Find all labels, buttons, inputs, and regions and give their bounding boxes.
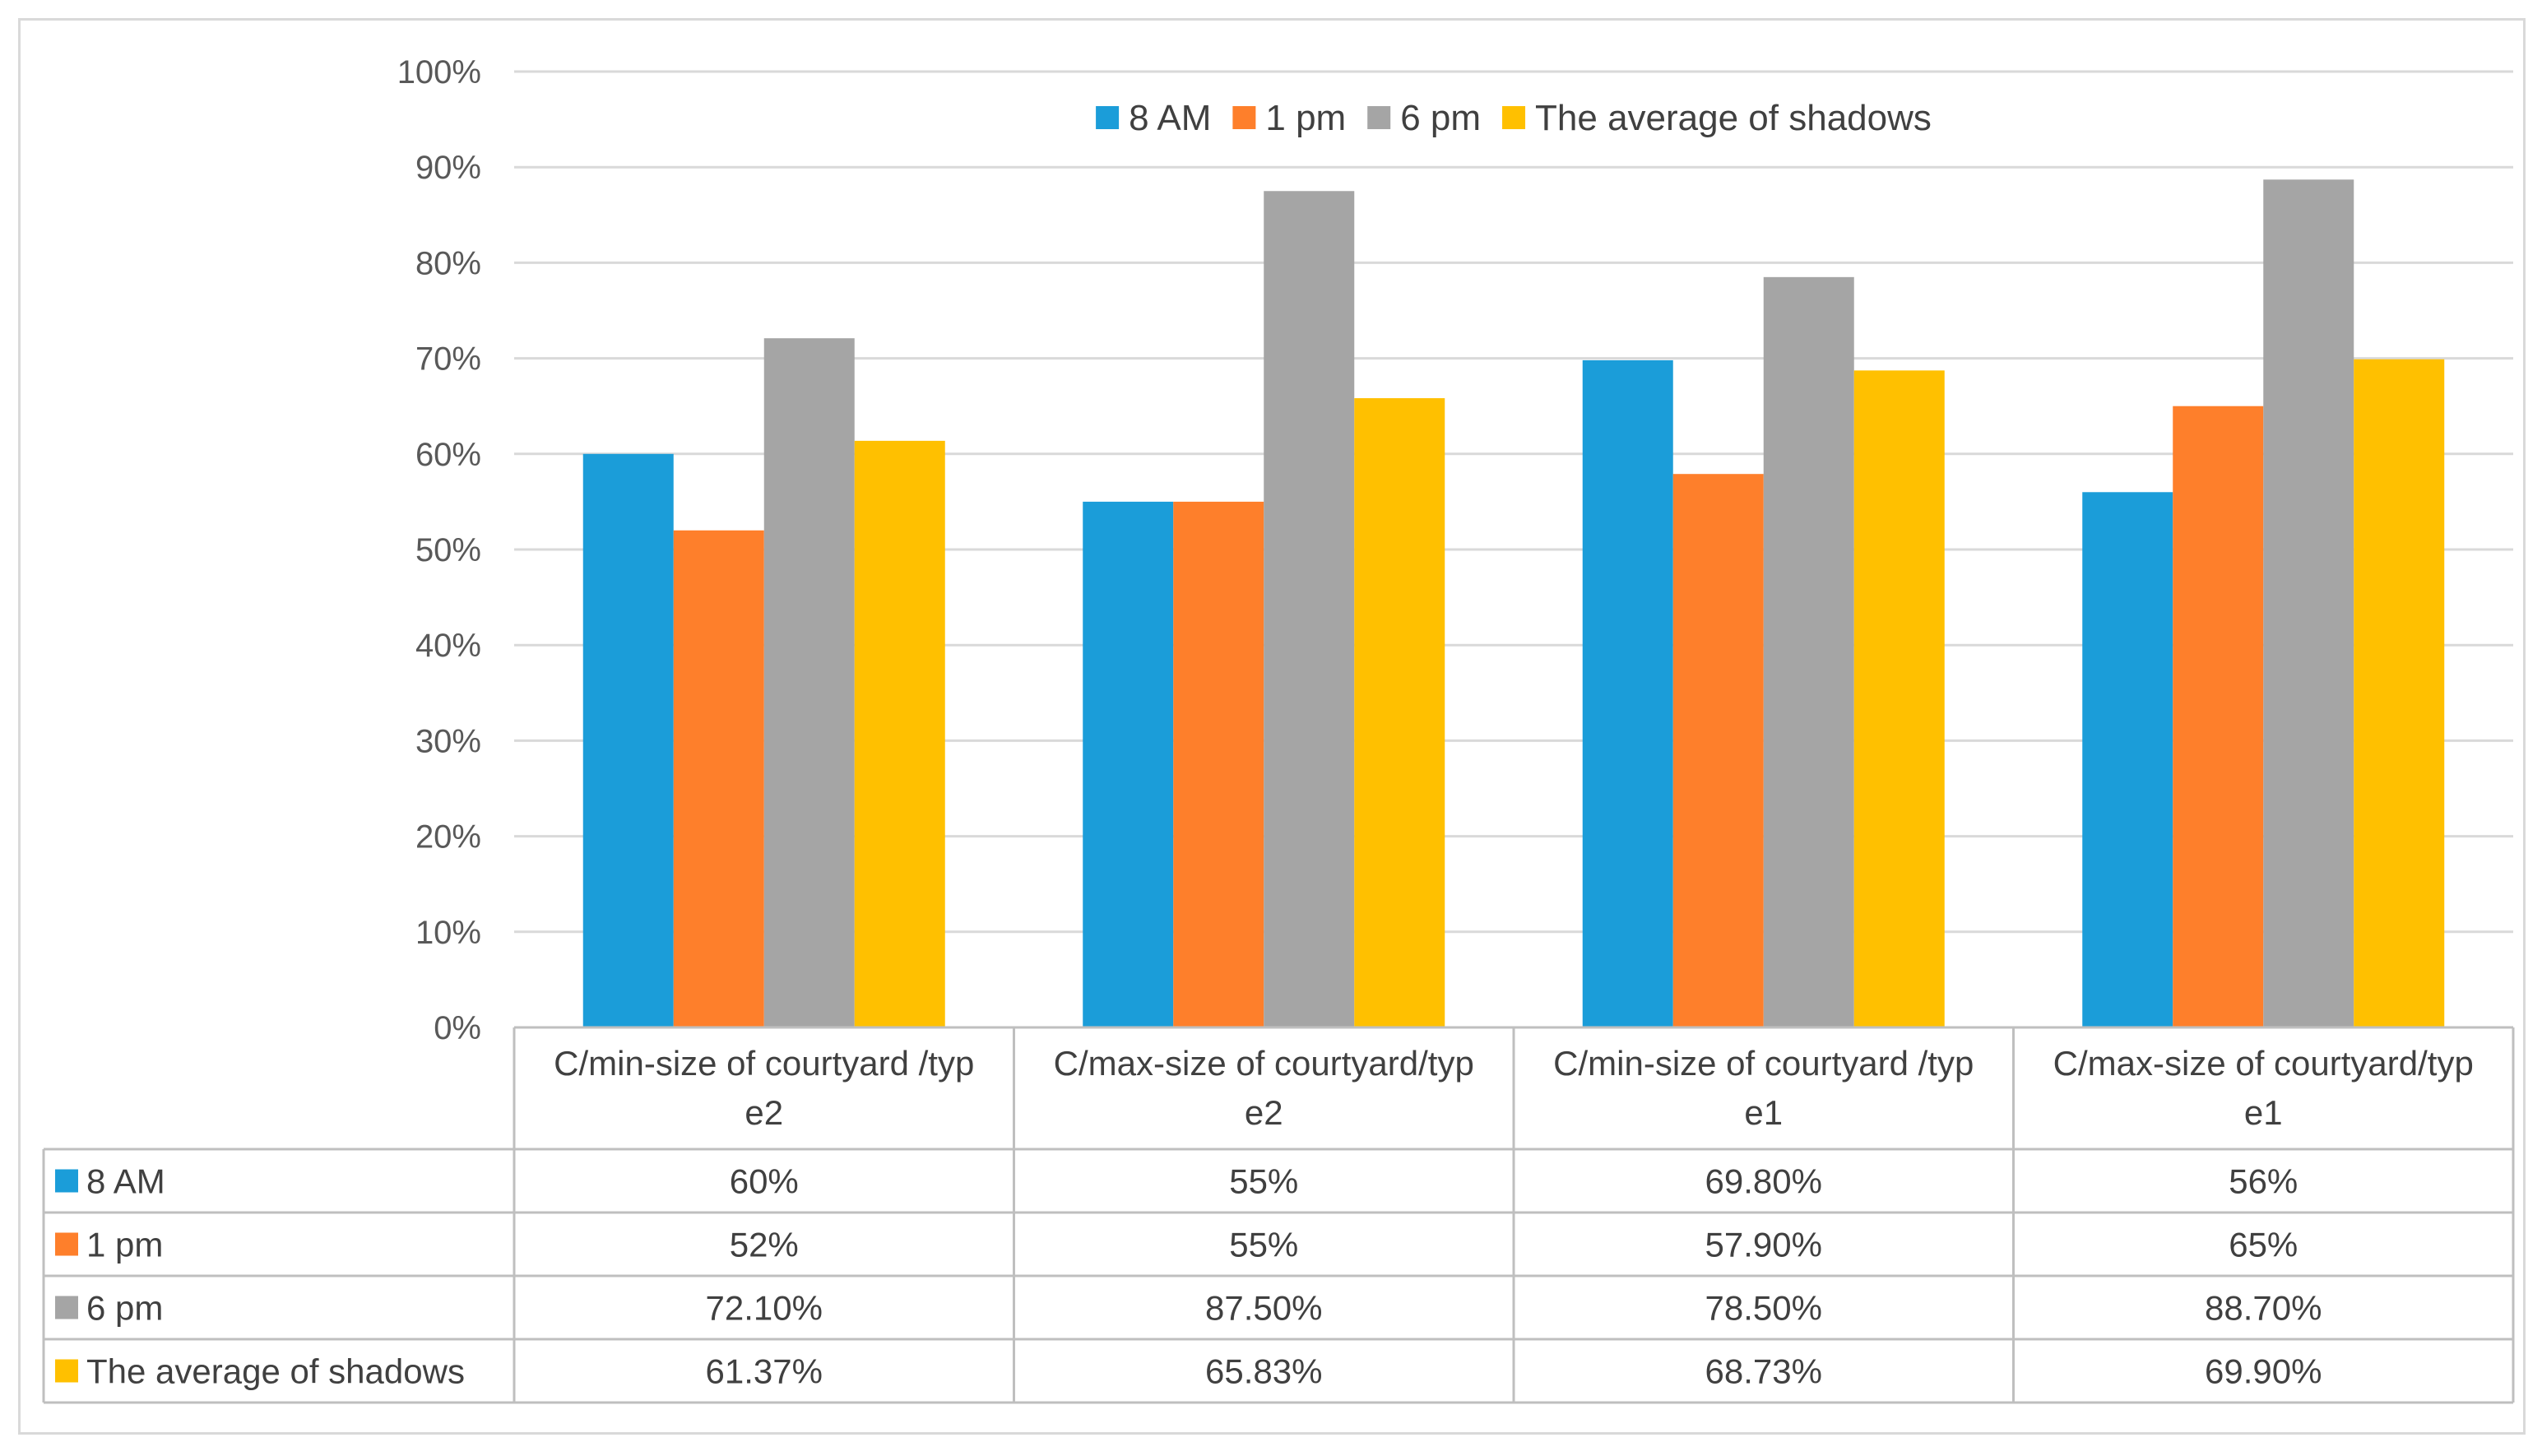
data-label: 56% xyxy=(2229,1162,2298,1201)
bar xyxy=(1853,370,1945,1027)
y-axis-tick-labels: 0% 10% 20% 30% 40% 50% 60% 70% 80% 90% 100% xyxy=(397,54,481,1046)
table-row-label: 6 pm xyxy=(86,1289,163,1328)
legend-swatch xyxy=(1502,106,1526,129)
data-label: 68.73% xyxy=(1705,1352,1822,1391)
data-label: 69.90% xyxy=(2205,1352,2322,1391)
legend: 8 AM 1 pm 6 pm The average of shadows xyxy=(1096,98,1932,138)
y-tick-label: 80% xyxy=(415,245,481,281)
legend-label: The average of shadows xyxy=(1535,98,1932,138)
category-label: e1 xyxy=(2244,1093,2283,1132)
table-legend-swatch xyxy=(55,1169,78,1193)
y-tick-label: 90% xyxy=(415,150,481,186)
data-label: 61.37% xyxy=(706,1352,823,1391)
data-label: 65% xyxy=(2229,1226,2298,1264)
category-label: C/min-size of courtyard /typ xyxy=(554,1044,974,1083)
data-label: 55% xyxy=(1229,1226,1298,1264)
data-label: 57.90% xyxy=(1705,1226,1822,1264)
bar xyxy=(673,530,764,1027)
y-tick-label: 20% xyxy=(415,819,481,856)
table-row-label: 8 AM xyxy=(86,1162,165,1201)
bar xyxy=(2082,492,2173,1027)
legend-label: 8 AM xyxy=(1129,98,1211,138)
bar xyxy=(763,338,855,1027)
data-label: 87.50% xyxy=(1205,1289,1322,1328)
legend-swatch xyxy=(1367,106,1391,129)
bar-chart: 0% 10% 20% 30% 40% 50% 60% 70% 80% 90% 100% 8 AM 1 … xyxy=(42,54,2515,1404)
data-label: 60% xyxy=(730,1162,799,1201)
table-row-label: 1 pm xyxy=(86,1226,163,1264)
category-label: C/max-size of courtyard/typ xyxy=(1054,1044,1474,1083)
data-label: 69.80% xyxy=(1705,1162,1822,1201)
bars xyxy=(582,179,2445,1028)
y-tick-label: 10% xyxy=(415,915,481,951)
bar xyxy=(2354,359,2445,1028)
y-tick-label: 100% xyxy=(397,54,481,90)
data-label: 52% xyxy=(730,1226,799,1264)
chart-frame: 0% 10% 20% 30% 40% 50% 60% 70% 80% 90% 100% 8 AM 1 … xyxy=(18,18,2526,1435)
legend-label: 6 pm xyxy=(1400,98,1481,138)
data-label: 88.70% xyxy=(2205,1289,2322,1328)
table-legend-swatch xyxy=(55,1359,78,1383)
category-label: e2 xyxy=(1245,1093,1283,1132)
bar xyxy=(1763,276,1854,1028)
y-tick-label: 30% xyxy=(415,723,481,759)
bar xyxy=(2263,179,2354,1027)
data-label: 65.83% xyxy=(1205,1352,1322,1391)
legend-label: 1 pm xyxy=(1265,98,1346,138)
y-tick-label: 50% xyxy=(415,532,481,568)
category-label: C/max-size of courtyard/typ xyxy=(2053,1044,2474,1083)
bar xyxy=(1582,359,1673,1027)
data-label: 55% xyxy=(1229,1162,1298,1201)
bar xyxy=(1672,474,1764,1027)
category-label: C/min-size of courtyard /typ xyxy=(1553,1044,1974,1083)
data-label: 78.50% xyxy=(1705,1289,1822,1328)
y-tick-label: 0% xyxy=(434,1010,481,1046)
category-label: e2 xyxy=(745,1093,783,1132)
y-tick-label: 60% xyxy=(415,437,481,473)
bar xyxy=(2173,406,2264,1027)
bar xyxy=(854,440,945,1027)
bar xyxy=(1354,398,1445,1027)
table-legend-swatch xyxy=(55,1296,78,1319)
legend-swatch xyxy=(1232,106,1256,129)
legend-swatch xyxy=(1096,106,1120,129)
y-tick-label: 40% xyxy=(415,628,481,664)
bar xyxy=(1173,501,1264,1027)
category-label: e1 xyxy=(1744,1093,1783,1132)
data-table: C/min-size of courtyard /typ e2 C/max-size… xyxy=(42,1026,2515,1404)
bar xyxy=(1264,191,1355,1027)
data-label: 72.10% xyxy=(706,1289,823,1328)
table-legend-swatch xyxy=(55,1232,78,1256)
y-tick-label: 70% xyxy=(415,341,481,378)
bar xyxy=(582,453,674,1027)
table-row-label: The average of shadows xyxy=(86,1352,465,1391)
bar xyxy=(1083,501,1174,1027)
